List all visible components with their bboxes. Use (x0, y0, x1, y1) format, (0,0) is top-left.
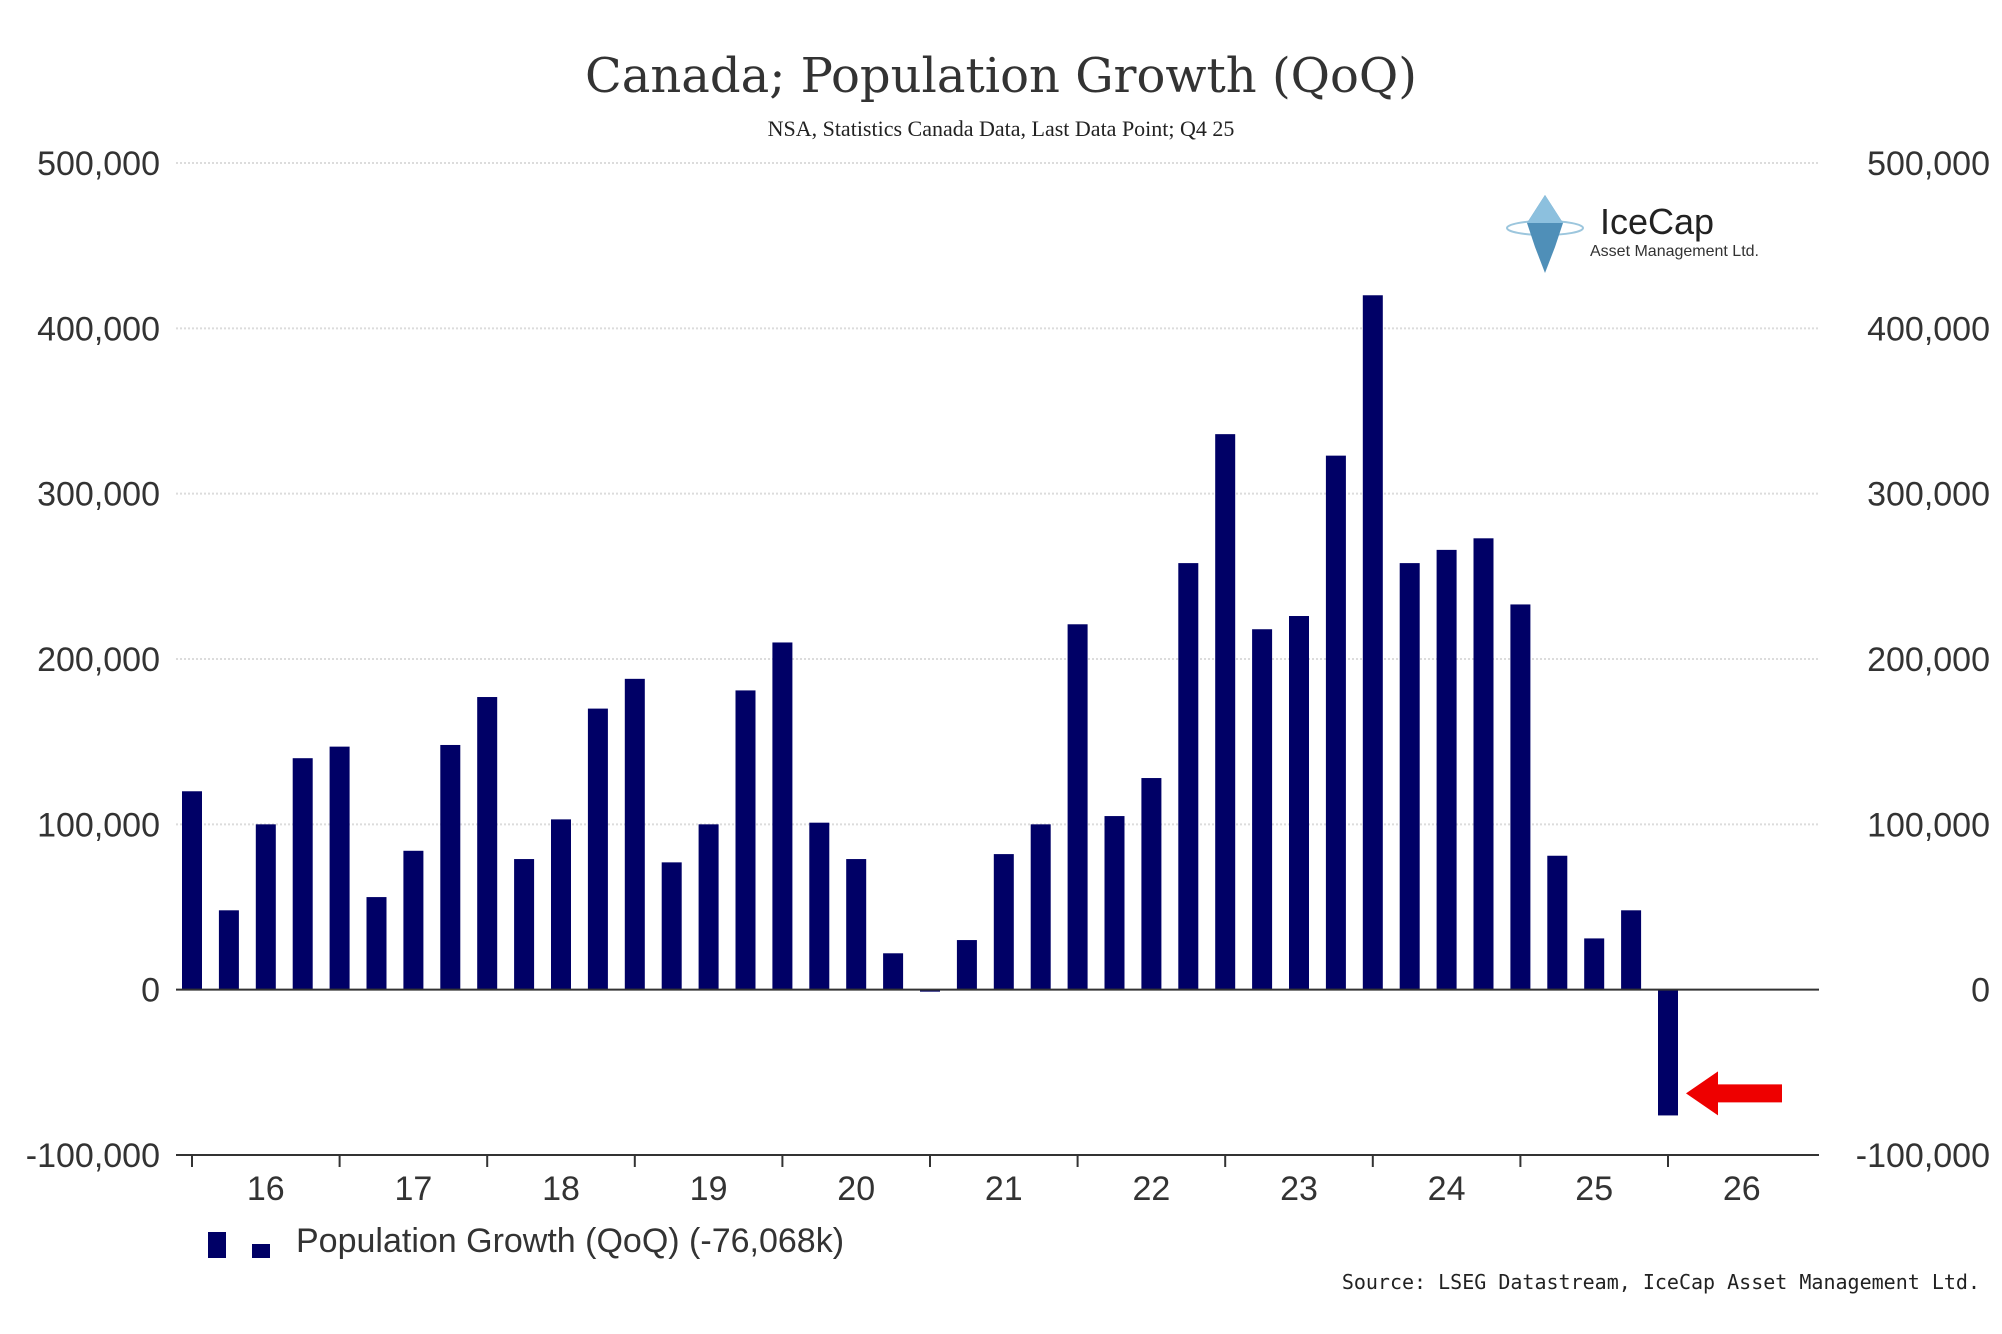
chart-subtitle: NSA, Statistics Canada Data, Last Data P… (767, 116, 1235, 141)
bar (366, 897, 387, 990)
bar (735, 690, 756, 990)
x-tick-label: 18 (542, 1170, 580, 1208)
y-tick-label-right: 300,000 (1867, 476, 1990, 514)
y-tick-label-left: 100,000 (37, 806, 160, 844)
bar (403, 850, 424, 990)
x-tick-label: 21 (985, 1170, 1023, 1208)
bar (1289, 616, 1309, 990)
bar (1473, 538, 1494, 990)
x-tick-label: 26 (1723, 1170, 1761, 1208)
bar (846, 859, 867, 990)
x-tick-label: 17 (394, 1170, 432, 1208)
bar (514, 859, 535, 990)
y-tick-label-left: -100,000 (26, 1137, 160, 1175)
y-tick-label-left: 400,000 (37, 310, 160, 348)
y-tick-label-left: 300,000 (37, 476, 160, 514)
y-tick-label-right: 100,000 (1867, 806, 1990, 844)
icecap-logo: IceCap Asset Management Ltd. (1505, 195, 1805, 275)
bar (182, 791, 202, 990)
x-tick-label: 22 (1132, 1170, 1170, 1208)
y-tick-label-right: 0 (1971, 972, 1990, 1010)
bar (661, 862, 682, 990)
y-tick-label-left: 500,000 (37, 145, 160, 183)
y-tick-label-right: 200,000 (1867, 641, 1990, 679)
bar (1252, 629, 1273, 990)
bar (329, 746, 350, 990)
bar (1067, 624, 1088, 990)
y-tick-label-right: -100,000 (1856, 1137, 1990, 1175)
bar (1621, 910, 1642, 990)
bar (1510, 604, 1531, 990)
bar (218, 910, 239, 990)
bar (993, 854, 1014, 990)
bar (624, 678, 645, 990)
bar (551, 819, 571, 990)
bar (1178, 563, 1199, 990)
x-tick-label: 24 (1428, 1170, 1466, 1208)
iceberg-icon (1506, 195, 1584, 273)
legend-swatch-large (208, 1232, 226, 1258)
bar (587, 708, 608, 990)
bar (1362, 295, 1383, 990)
bar (1436, 549, 1457, 990)
legend-label: Population Growth (QoQ) (-76,068k) (296, 1222, 844, 1260)
legend-swatch-small (252, 1244, 270, 1258)
bar (1658, 989, 1678, 1116)
x-tick-label: 25 (1575, 1170, 1613, 1208)
y-tick-label-right: 500,000 (1867, 145, 1990, 183)
x-tick-label: 16 (247, 1170, 285, 1208)
bar (698, 824, 719, 990)
bar (292, 758, 313, 990)
y-tick-label-left: 200,000 (37, 641, 160, 679)
bar (1215, 434, 1236, 990)
bar (1547, 855, 1568, 990)
bar (956, 940, 977, 990)
y-tick-label-right: 400,000 (1867, 310, 1990, 348)
bar (809, 822, 830, 990)
bar (1141, 778, 1162, 990)
bar (883, 953, 904, 990)
bar (1030, 824, 1051, 990)
logo-name: IceCap (1600, 201, 1715, 242)
red-arrow-annotation (1686, 1071, 1782, 1116)
bar (477, 697, 498, 990)
chart-title: Canada; Population Growth (QoQ) (584, 48, 1417, 104)
bar (255, 824, 276, 990)
logo-subtitle: Asset Management Ltd. (1590, 243, 1759, 260)
bar (1104, 816, 1125, 990)
bar (1325, 455, 1346, 990)
bar (1399, 563, 1420, 990)
source-note: Source: LSEG Datastream, IceCap Asset Ma… (1341, 1270, 1980, 1294)
x-tick-label: 19 (690, 1170, 728, 1208)
bar (1584, 938, 1605, 990)
x-tick-label: 23 (1280, 1170, 1318, 1208)
bar (772, 642, 793, 990)
x-tick-label: 20 (837, 1170, 875, 1208)
y-tick-label-left: 0 (141, 972, 160, 1010)
bar (440, 744, 461, 990)
